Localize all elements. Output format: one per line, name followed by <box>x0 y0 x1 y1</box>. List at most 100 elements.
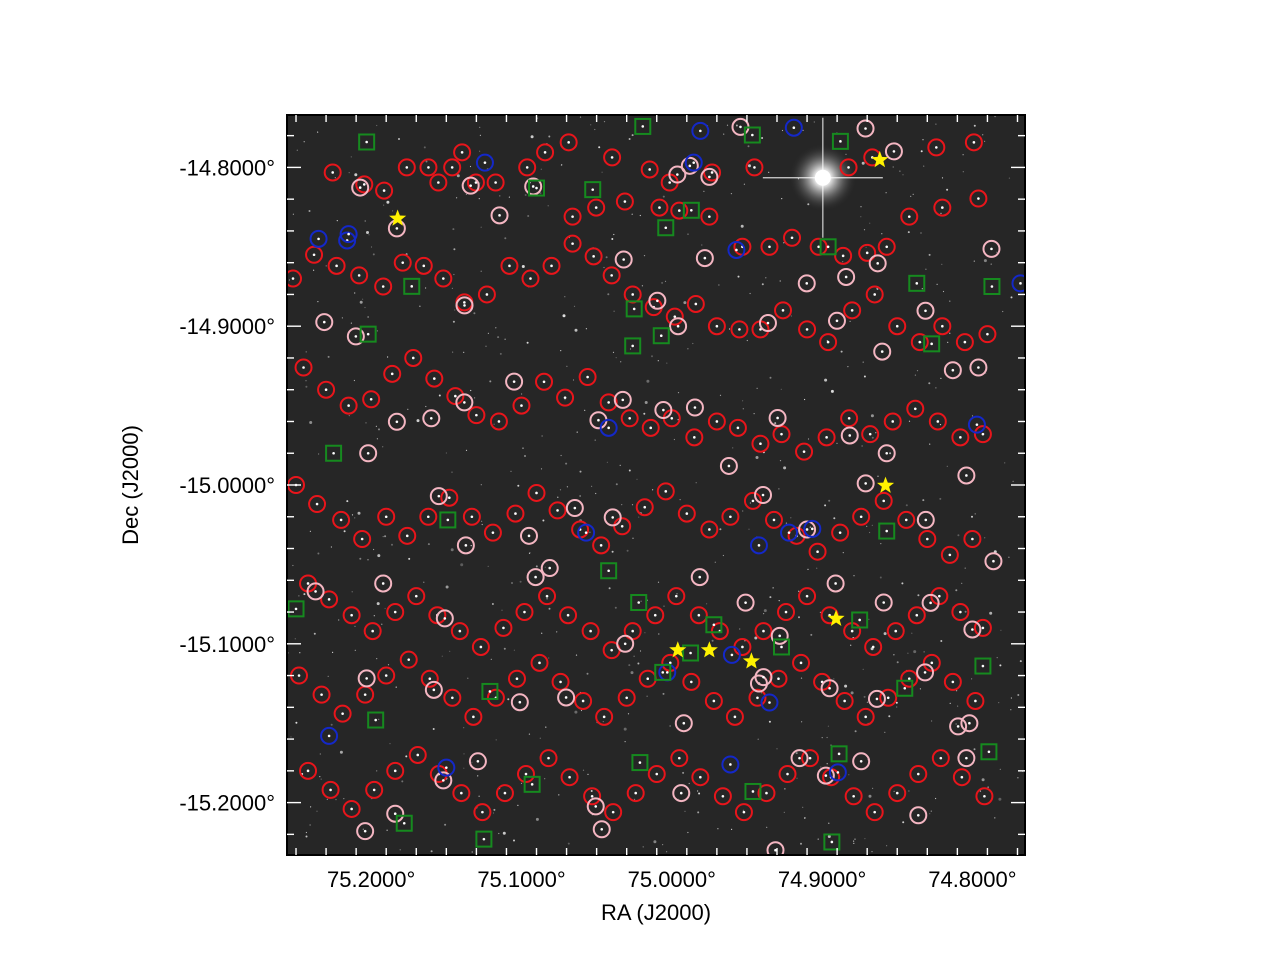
background-star <box>479 150 481 152</box>
source-dot <box>802 450 806 453</box>
pink-circle-marker <box>669 317 688 336</box>
background-star <box>632 537 634 539</box>
background-star <box>697 811 700 814</box>
red-circle-marker <box>486 688 505 707</box>
red-circle-marker <box>408 745 427 764</box>
background-star <box>384 607 386 610</box>
background-star <box>497 336 500 339</box>
pink-circle-marker <box>766 841 785 855</box>
background-star <box>320 778 322 780</box>
source-dot <box>405 534 409 538</box>
red-circle-marker <box>581 622 600 641</box>
red-circle-marker <box>362 390 381 409</box>
source-dot <box>429 417 433 420</box>
source-dot <box>968 721 971 725</box>
background-star <box>864 838 866 840</box>
background-star <box>801 721 803 723</box>
background-star <box>503 647 506 650</box>
red-circle-marker <box>700 207 719 226</box>
red-circle-marker <box>443 158 462 177</box>
background-star <box>742 510 744 512</box>
red-circle-marker <box>420 669 439 688</box>
background-star <box>416 419 420 423</box>
red-circle-marker <box>467 406 486 425</box>
red-circle-marker <box>419 507 438 526</box>
red-circle-marker <box>943 672 962 691</box>
background-star <box>612 351 615 353</box>
source-dot <box>674 594 678 598</box>
red-circle-marker <box>613 517 632 536</box>
red-circle-marker <box>858 243 877 262</box>
green-square-marker <box>773 638 791 656</box>
red-circle-marker <box>728 418 747 437</box>
background-star <box>781 129 784 132</box>
background-star <box>824 378 828 382</box>
source-dot <box>762 675 765 679</box>
source-dot <box>868 432 872 436</box>
pink-circle-marker <box>916 301 935 320</box>
pink-circle-marker <box>672 784 691 803</box>
background-star <box>652 489 654 491</box>
green-square-marker <box>395 814 413 832</box>
source-dot <box>805 594 809 598</box>
red-circle-marker <box>865 285 884 304</box>
source-dot <box>302 366 305 369</box>
background-star <box>626 549 629 552</box>
red-circle-marker <box>783 228 802 247</box>
source-dot <box>935 146 938 149</box>
background-star <box>317 301 319 303</box>
background-star <box>351 514 354 516</box>
blue-circle-marker <box>784 118 803 137</box>
background-star <box>354 173 358 177</box>
background-star <box>783 242 785 244</box>
source-dot <box>402 821 406 825</box>
red-circle-marker <box>375 181 394 200</box>
background-star <box>579 116 582 118</box>
background-star <box>493 423 495 425</box>
background-star <box>373 615 375 617</box>
background-star <box>730 193 733 195</box>
background-star <box>539 737 541 739</box>
source-dot <box>407 658 411 661</box>
source-dot <box>735 248 738 252</box>
yellow-star-marker <box>742 652 760 669</box>
red-circle-marker <box>928 412 947 431</box>
background-star <box>613 233 615 236</box>
source-dot <box>777 677 780 681</box>
background-star <box>425 405 427 408</box>
background-star <box>893 790 895 793</box>
background-star <box>842 261 844 263</box>
background-star <box>354 292 356 294</box>
background-star <box>573 305 576 307</box>
background-star <box>962 154 964 156</box>
background-star <box>449 650 451 652</box>
background-star <box>474 397 476 399</box>
background-star <box>566 365 568 367</box>
background-star <box>481 523 483 526</box>
background-star <box>313 632 316 635</box>
background-star <box>335 799 337 801</box>
background-star <box>757 738 759 740</box>
background-star <box>639 650 642 652</box>
source-dot <box>768 701 771 704</box>
blue-circle-marker <box>780 523 799 542</box>
blue-circle-marker <box>721 755 740 774</box>
background-star <box>779 280 781 282</box>
background-star <box>378 718 380 721</box>
red-circle-marker <box>551 672 570 691</box>
background-star <box>485 345 487 347</box>
source-dot <box>698 575 702 579</box>
background-star <box>478 795 480 797</box>
red-circle-marker <box>809 237 828 256</box>
background-star <box>718 284 720 286</box>
source-dot <box>712 623 716 627</box>
source-dot <box>661 671 665 674</box>
background-star <box>639 214 641 217</box>
background-star <box>774 422 777 425</box>
background-star <box>376 438 378 440</box>
source-dot <box>986 332 989 336</box>
blue-circle-marker <box>309 229 328 248</box>
background-star <box>651 355 653 358</box>
red-circle-marker <box>312 685 331 704</box>
background-star <box>766 826 768 828</box>
